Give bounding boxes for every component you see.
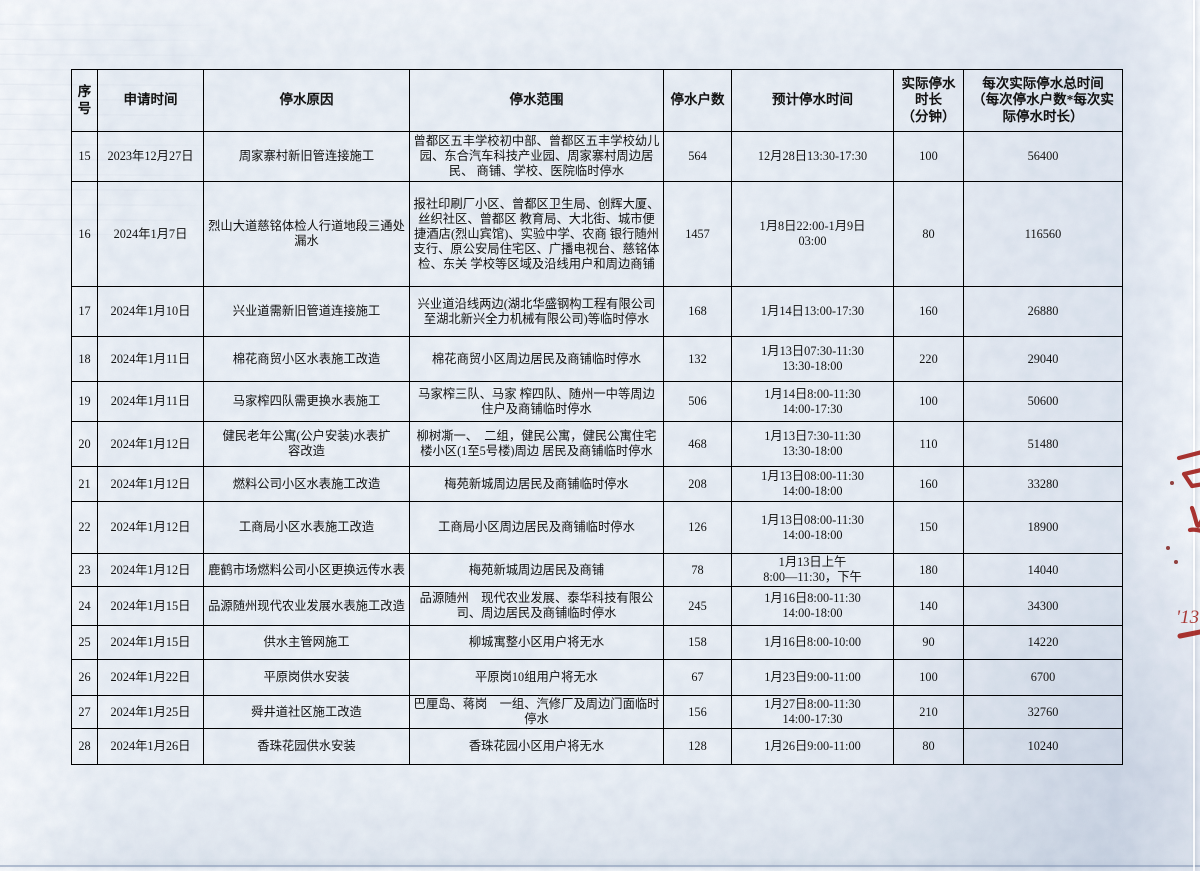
svg-text:'13: '13 (1176, 607, 1199, 628)
